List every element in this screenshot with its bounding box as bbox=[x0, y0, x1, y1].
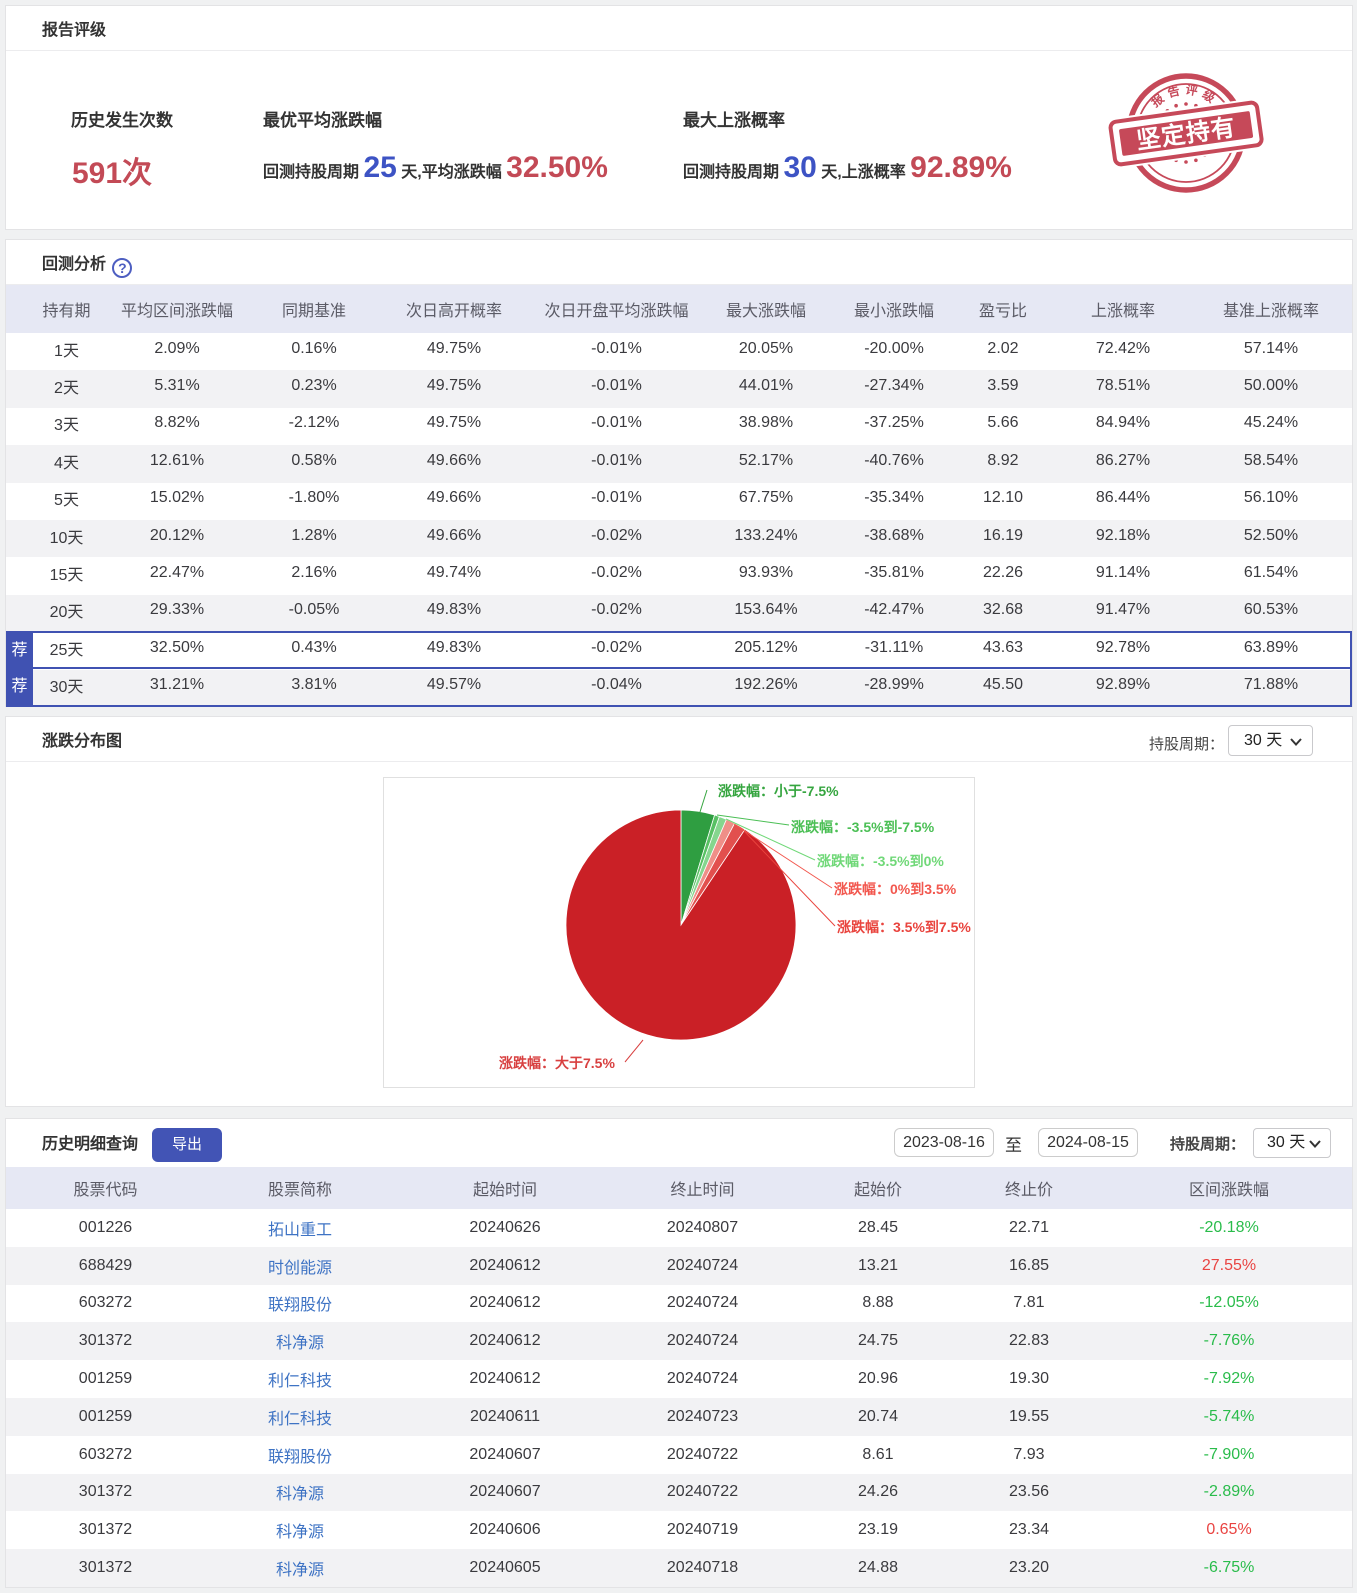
svg-text:涨跌幅：-3.5%到-7.5%: 涨跌幅：-3.5%到-7.5% bbox=[791, 819, 935, 835]
svg-text:涨跌幅：大于7.5%: 涨跌幅：大于7.5% bbox=[499, 1055, 615, 1071]
svg-text:涨跌幅：3.5%到7.5%: 涨跌幅：3.5%到7.5% bbox=[837, 919, 971, 935]
svg-text:涨跌幅：0%到3.5%: 涨跌幅：0%到3.5% bbox=[834, 881, 957, 897]
svg-text:涨跌幅：小于-7.5%: 涨跌幅：小于-7.5% bbox=[718, 783, 839, 799]
svg-text:涨跌幅：-3.5%到0%: 涨跌幅：-3.5%到0% bbox=[817, 853, 944, 869]
